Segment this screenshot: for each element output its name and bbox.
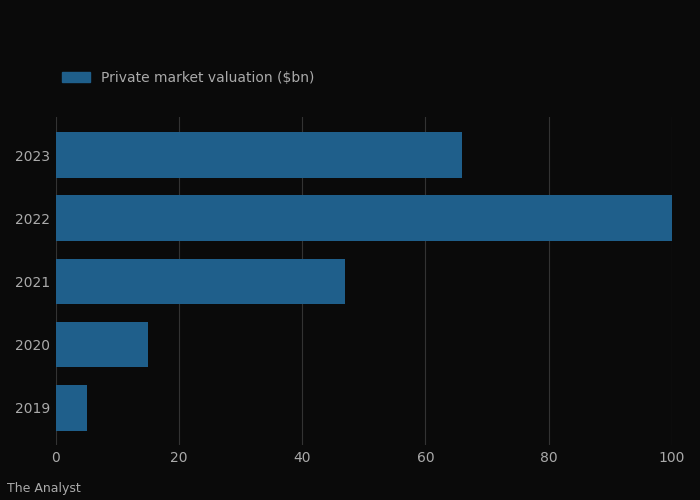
Bar [56,258,345,304]
Bar [56,196,672,241]
Bar [56,132,463,178]
Bar [56,322,148,368]
Text: The Analyst: The Analyst [7,482,80,495]
Bar [56,385,87,430]
Legend: Private market valuation ($bn): Private market valuation ($bn) [57,65,320,90]
